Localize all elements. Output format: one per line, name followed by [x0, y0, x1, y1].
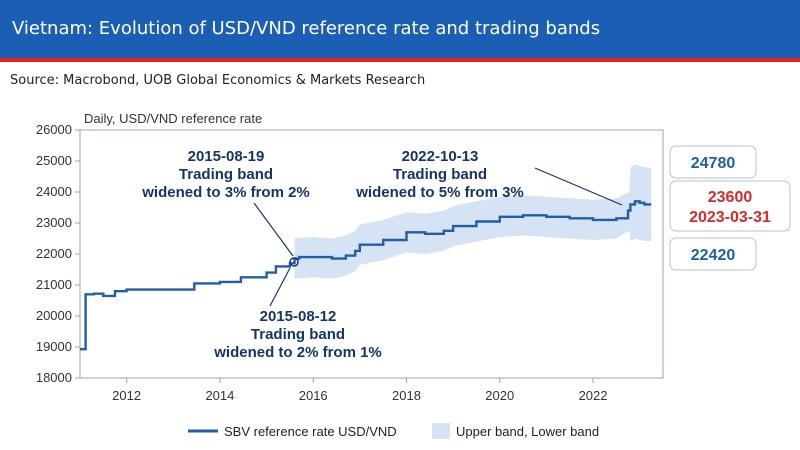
y-tick-label: 26000 [36, 122, 72, 137]
y-tick-label: 23000 [36, 215, 72, 230]
y-tick-label: 18000 [36, 370, 72, 385]
annotation-3-line2: Trading band [251, 326, 345, 343]
x-tick-label: 2012 [112, 388, 141, 403]
y-tick-label: 19000 [36, 339, 72, 354]
current-date-label: 2023-03-31 [689, 209, 771, 226]
y-tick-label: 20000 [36, 308, 72, 323]
y-tick-label: 21000 [36, 277, 72, 292]
annotation-2-line2: Trading band [393, 166, 487, 183]
annotation-pointer-1 [253, 202, 294, 257]
x-tick-label: 2022 [579, 388, 608, 403]
accent-line [0, 58, 800, 62]
chart-title: Vietnam: Evolution of USD/VND reference … [12, 18, 601, 39]
annotation-1-line2: Trading band [179, 166, 273, 183]
lower-band-end-label: 22420 [691, 247, 736, 264]
legend-swatch-band [432, 423, 450, 439]
annotation-2-line3: widened to 5% from 3% [355, 184, 524, 201]
y-axis-label: Daily, USD/VND reference rate [84, 111, 262, 126]
y-tick-label: 25000 [36, 153, 72, 168]
legend-label-band: Upper band, Lower band [456, 424, 599, 439]
x-tick-label: 2018 [392, 388, 421, 403]
header-bar: Vietnam: Evolution of USD/VND reference … [0, 0, 800, 58]
annotation-pointer-3 [269, 267, 291, 307]
y-tick-label: 24000 [36, 184, 72, 199]
x-tick-label: 2016 [299, 388, 328, 403]
lower-value-box [669, 237, 757, 271]
legend-label-rate: SBV reference rate USD/VND [224, 424, 397, 439]
source-note: Source: Macrobond, UOB Global Economics … [10, 73, 426, 88]
annotation-marker [289, 257, 299, 267]
trading-band-area [294, 164, 652, 279]
annotation-3-line3: widened to 2% from 1% [213, 344, 382, 361]
y-tick-label: 22000 [36, 246, 72, 261]
reference-rate-line [80, 200, 652, 351]
current-value-box [669, 180, 791, 232]
annotation-1-date: 2015-08-19 [188, 148, 265, 165]
current-rate-label: 23600 [708, 189, 753, 206]
annotation-2-date: 2022-10-13 [402, 148, 479, 165]
upper-value-box [669, 145, 757, 179]
x-tick-label: 2020 [485, 388, 514, 403]
annotation-1-line3: widened to 3% from 2% [141, 184, 310, 201]
annotation-3-date: 2015-08-12 [260, 308, 337, 325]
upper-band-end-label: 24780 [691, 155, 736, 172]
x-tick-label: 2014 [205, 388, 234, 403]
annotation-pointer-2 [534, 167, 623, 206]
